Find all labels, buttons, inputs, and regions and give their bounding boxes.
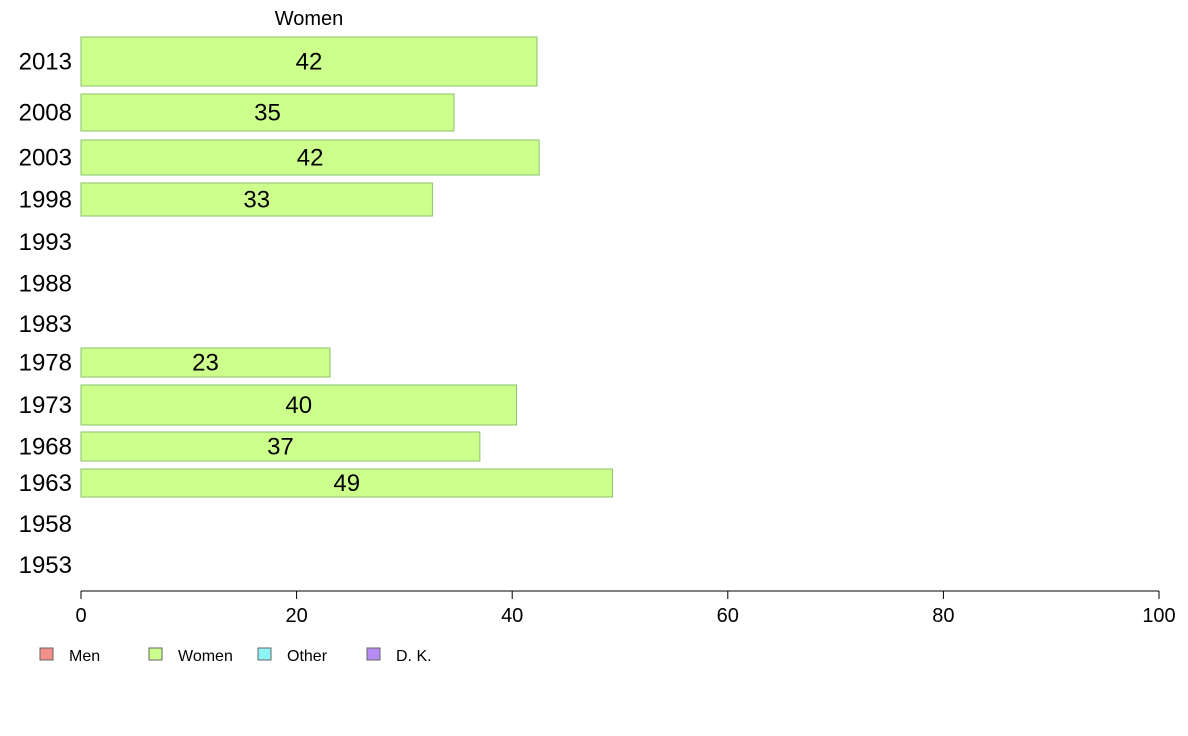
bar-1973 <box>80 384 518 426</box>
category-labels: 2013 2008 2003 1998 1993 1988 1983 1978 1973 1968… <box>19 49 72 580</box>
bar-value-label-1963: 49 <box>333 470 360 497</box>
bar-1978 <box>80 347 331 378</box>
legend-label-d-k: D. K. <box>396 648 432 665</box>
bar-2008 <box>80 93 455 132</box>
legend-label-men: Men <box>69 648 100 665</box>
bar-value-label-2003: 42 <box>297 145 324 172</box>
x-tick-label-100: 100 <box>1142 605 1175 627</box>
category-label-1993: 1993 <box>19 229 72 256</box>
bar-1968 <box>80 431 481 462</box>
chart-title: Women <box>275 8 344 30</box>
x-axis: 0 20 40 60 80 100 <box>75 590 1176 627</box>
bars-group: 42 35 42 33 23 40 37 49 <box>80 36 613 498</box>
category-label-1983: 1983 <box>19 311 72 338</box>
category-label-2013: 2013 <box>19 49 72 76</box>
legend: Men Women Other D. K. <box>39 647 432 665</box>
category-label-1963: 1963 <box>19 470 72 497</box>
category-label-2008: 2008 <box>19 100 72 127</box>
x-tick-label-80: 80 <box>932 605 954 627</box>
bar-value-label-2013: 42 <box>296 49 323 76</box>
legend-swatch-women <box>148 647 163 661</box>
bar-value-label-1968: 37 <box>267 434 294 461</box>
x-tick-label-20: 20 <box>285 605 307 627</box>
legend-swatch-men <box>39 647 54 661</box>
legend-label-other: Other <box>287 648 328 665</box>
bar-value-label-2008: 35 <box>254 100 281 127</box>
category-label-1973: 1973 <box>19 392 72 419</box>
x-tick-label-40: 40 <box>501 605 523 627</box>
category-label-1988: 1988 <box>19 271 72 298</box>
category-label-1968: 1968 <box>19 434 72 461</box>
x-tick-label-0: 0 <box>75 605 86 627</box>
bar-value-label-1998: 33 <box>243 187 270 214</box>
category-label-2003: 2003 <box>19 145 72 172</box>
legend-swatch-d-k <box>366 647 381 661</box>
bar-value-label-1973: 40 <box>285 392 312 419</box>
legend-swatch-other <box>257 647 272 661</box>
x-tick-label-60: 60 <box>717 605 739 627</box>
bar-1998 <box>80 182 433 217</box>
bar-2013 <box>80 36 538 87</box>
category-label-1958: 1958 <box>19 511 72 538</box>
category-label-1978: 1978 <box>19 350 72 377</box>
category-label-1953: 1953 <box>19 552 72 579</box>
category-label-1998: 1998 <box>19 187 72 214</box>
bar-2003 <box>80 139 540 176</box>
bar-1963 <box>80 468 613 498</box>
bar-value-label-1978: 23 <box>192 350 219 377</box>
legend-label-women: Women <box>178 648 233 665</box>
